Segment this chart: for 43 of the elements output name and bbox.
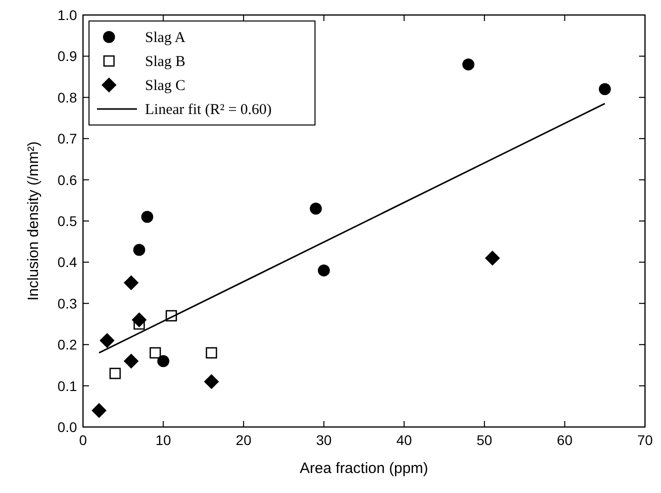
point	[310, 202, 322, 215]
y-tick-label: 0.2	[58, 336, 78, 353]
point	[462, 58, 474, 70]
x-tick-label: 30	[316, 432, 332, 448]
x-tick-label: 20	[236, 432, 252, 448]
x-tick-label: 40	[396, 432, 412, 448]
x-tick-label: 60	[556, 432, 573, 448]
point	[132, 312, 147, 328]
point	[133, 244, 146, 256]
legend-label: Slag C	[145, 78, 186, 94]
legend-label: Slag A	[145, 30, 186, 46]
point	[100, 332, 115, 348]
point	[484, 250, 500, 266]
y-tick-label: 0.1	[58, 378, 78, 394]
y-tick-label: 0.6	[58, 172, 78, 188]
y-tick-label: 0.7	[58, 130, 78, 147]
point	[109, 368, 121, 380]
point	[124, 275, 139, 290]
point	[204, 374, 219, 390]
point	[206, 347, 218, 358]
y-tick-label: 0.0	[58, 419, 78, 435]
y-tick-label: 0.8	[58, 89, 78, 106]
point	[157, 355, 170, 368]
point	[141, 210, 154, 223]
y-tick-label: 0.3	[58, 295, 78, 312]
point	[124, 354, 139, 369]
point	[150, 347, 161, 358]
y-tick-label: 0.5	[58, 213, 78, 229]
legend-label: Linear fit (R² = 0.60)	[145, 102, 272, 118]
legend-label: Slag B	[145, 54, 186, 70]
x-tick-label: 0	[79, 432, 88, 448]
x-tick-label: 50	[476, 432, 492, 448]
x-tick-label: 70	[637, 432, 653, 448]
point	[166, 310, 177, 322]
y-axis-title: Inclusion density (/mm²)	[25, 141, 42, 301]
y-tick-label: 1.0	[58, 7, 78, 23]
point	[318, 264, 330, 276]
x-axis-title: Area fraction (ppm)	[300, 460, 428, 477]
point	[598, 83, 611, 96]
point	[92, 403, 107, 418]
y-tick-label: 0.4	[58, 254, 78, 270]
x-tick-label: 10	[155, 432, 172, 448]
y-tick-label: 0.9	[58, 48, 78, 64]
